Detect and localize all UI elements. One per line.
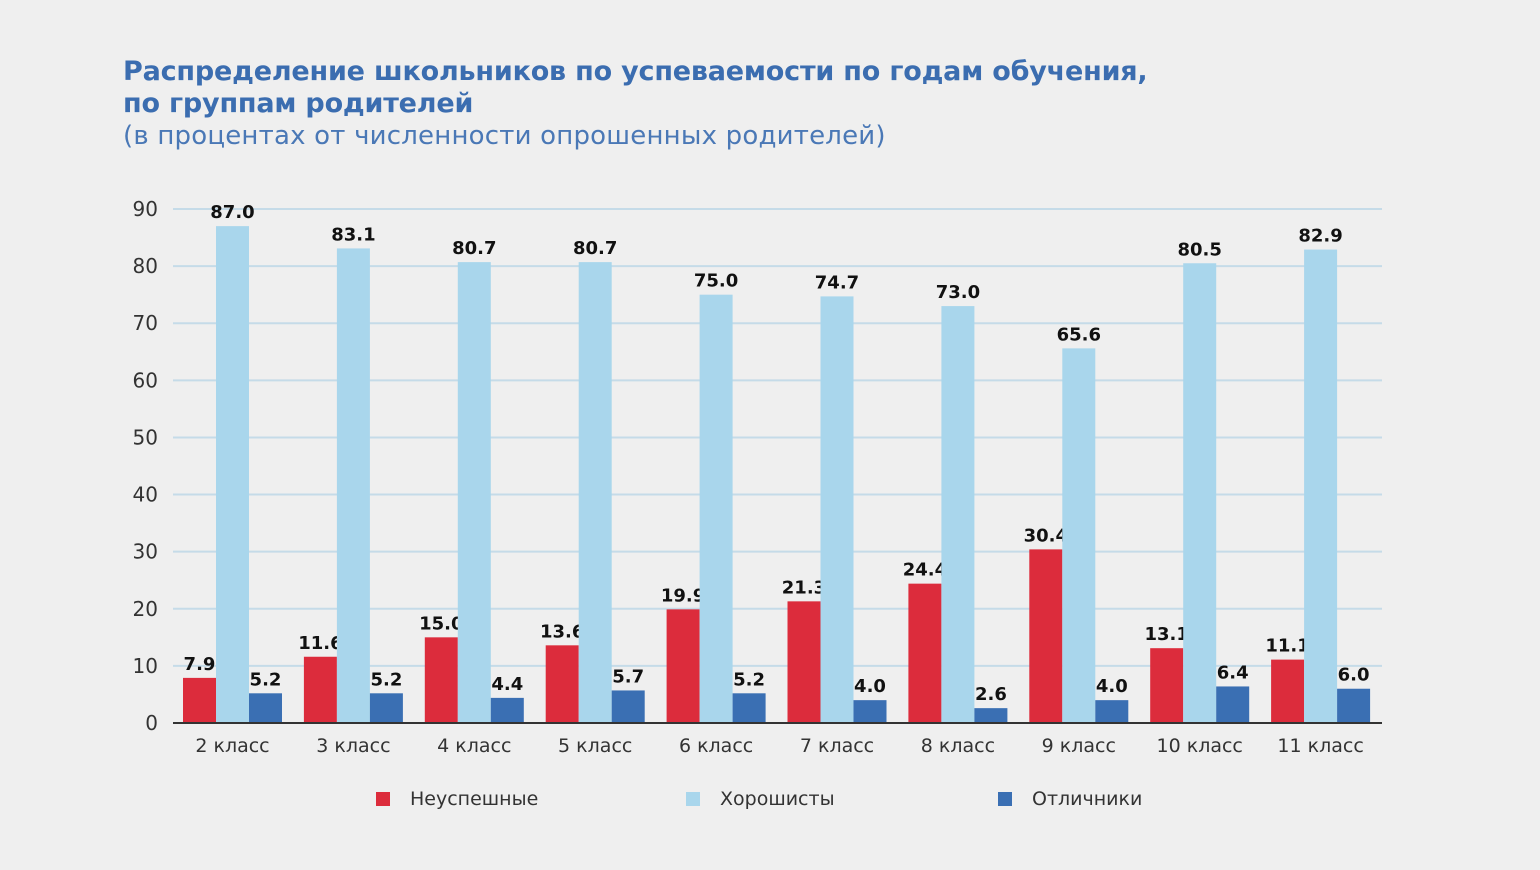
- data-label-unsuccessful: 30.4: [1024, 525, 1068, 546]
- y-tick-label: 20: [133, 597, 158, 621]
- x-tick-label: 3 класс: [316, 735, 390, 757]
- data-label-good: 74.7: [815, 272, 859, 293]
- legend-swatch-excellent: [998, 792, 1012, 806]
- data-label-good: 80.5: [1177, 239, 1221, 260]
- data-label-excellent: 5.2: [370, 669, 402, 690]
- x-tick-label: 6 класс: [679, 735, 753, 757]
- bar-good: [820, 296, 854, 723]
- bar-excellent: [1337, 688, 1371, 723]
- data-label-unsuccessful: 13.6: [540, 621, 584, 642]
- bar-unsuccessful: [1029, 549, 1063, 723]
- data-label-unsuccessful: 21.3: [782, 577, 826, 598]
- data-label-excellent: 5.2: [250, 669, 282, 690]
- bar-excellent: [490, 697, 524, 723]
- bar-good: [1062, 348, 1096, 723]
- data-label-excellent: 5.2: [733, 669, 765, 690]
- bar-unsuccessful: [908, 583, 942, 723]
- x-tick-label: 4 класс: [437, 735, 511, 757]
- data-label-good: 65.6: [1057, 324, 1101, 345]
- bar-unsuccessful: [545, 645, 579, 723]
- bar-unsuccessful: [1150, 648, 1184, 723]
- legend-label-excellent: Отличники: [1032, 788, 1143, 810]
- data-label-excellent: 4.4: [491, 674, 523, 695]
- data-label-good: 83.1: [331, 224, 375, 245]
- bar-excellent: [611, 690, 645, 723]
- bar-excellent: [853, 700, 887, 723]
- data-label-good: 73.0: [936, 282, 980, 303]
- x-tick-label: 2 класс: [195, 735, 269, 757]
- data-label-excellent: 2.6: [975, 684, 1007, 705]
- bar-unsuccessful: [303, 656, 337, 723]
- data-label-unsuccessful: 19.9: [661, 585, 705, 606]
- chart-title-line-1: Распределение школьников по успеваемости…: [123, 56, 1148, 87]
- bar-good: [216, 226, 249, 723]
- bar-unsuccessful: [666, 609, 700, 723]
- bar-good: [941, 306, 975, 723]
- data-label-good: 82.9: [1298, 226, 1342, 247]
- bar-excellent: [249, 693, 282, 723]
- y-tick-label: 30: [133, 540, 158, 564]
- data-label-excellent: 6.4: [1217, 662, 1249, 683]
- bar-excellent: [732, 693, 766, 723]
- x-tick-label: 5 класс: [558, 735, 632, 757]
- data-label-unsuccessful: 7.9: [184, 654, 216, 675]
- x-tick-label: 8 класс: [921, 735, 995, 757]
- chart-subtitle: (в процентах от численности опрошенных р…: [123, 121, 886, 151]
- data-label-good: 75.0: [694, 271, 738, 292]
- x-tick-label: 9 класс: [1042, 735, 1116, 757]
- data-label-unsuccessful: 11.1: [1265, 636, 1309, 657]
- data-label-excellent: 4.0: [854, 676, 886, 697]
- bar-unsuccessful: [787, 601, 821, 723]
- bar-good: [578, 262, 612, 723]
- data-label-excellent: 6.0: [1338, 665, 1370, 686]
- chart-title-line-2: по группам родителей: [123, 88, 474, 119]
- data-label-excellent: 4.0: [1096, 676, 1128, 697]
- legend-item-good: Хорошисты: [686, 788, 835, 810]
- bar-excellent: [974, 708, 1008, 723]
- data-label-excellent: 5.7: [612, 666, 644, 687]
- bar-good: [457, 262, 491, 723]
- data-label-unsuccessful: 13.1: [1144, 624, 1188, 645]
- data-label-unsuccessful: 11.6: [298, 633, 342, 654]
- data-label-unsuccessful: 15.0: [419, 613, 463, 634]
- legend-label-good: Хорошисты: [720, 788, 835, 810]
- y-tick-label: 0: [145, 711, 158, 735]
- bar-good: [1183, 263, 1217, 723]
- y-tick-label: 80: [133, 254, 158, 278]
- chart-legend: Неуспешные Хорошисты Отличники: [0, 788, 1540, 814]
- data-label-good: 80.7: [452, 238, 496, 259]
- y-tick-label: 10: [133, 654, 158, 678]
- y-tick-label: 70: [133, 311, 158, 335]
- bar-good: [336, 248, 370, 723]
- bar-excellent: [1095, 700, 1129, 723]
- y-tick-label: 40: [133, 483, 158, 507]
- x-tick-label: 7 класс: [800, 735, 874, 757]
- y-tick-label: 90: [133, 197, 158, 221]
- data-label-unsuccessful: 24.4: [903, 560, 947, 581]
- y-tick-label: 50: [133, 425, 158, 449]
- bar-excellent: [369, 693, 403, 723]
- bar-good: [1304, 249, 1338, 723]
- bar-unsuccessful: [1271, 659, 1305, 723]
- bar-unsuccessful: [183, 677, 216, 723]
- legend-swatch-unsuccessful: [376, 792, 390, 806]
- bar-good: [699, 294, 733, 723]
- data-label-good: 80.7: [573, 238, 617, 259]
- y-tick-label: 60: [133, 368, 158, 392]
- data-label-good: 87.0: [210, 202, 254, 223]
- bar-unsuccessful: [424, 637, 458, 723]
- legend-swatch-good: [686, 792, 700, 806]
- chart-title-block: Распределение школьников по успеваемости…: [123, 56, 1148, 152]
- legend-item-excellent: Отличники: [998, 788, 1142, 810]
- x-tick-label: 11 класс: [1277, 735, 1363, 757]
- legend-label-unsuccessful: Неуспешные: [410, 788, 539, 810]
- bar-excellent: [1216, 686, 1250, 723]
- x-tick-label: 10 класс: [1157, 735, 1243, 757]
- legend-item-unsuccessful: Неуспешные: [376, 788, 538, 810]
